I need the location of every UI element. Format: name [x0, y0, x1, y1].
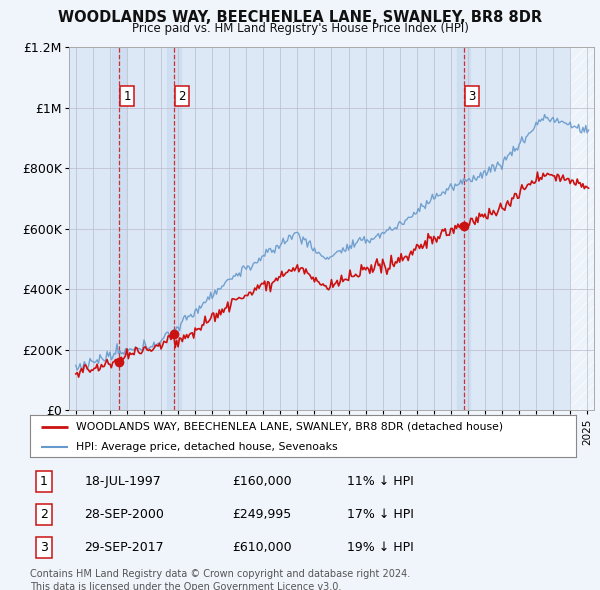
Text: This data is licensed under the Open Government Licence v3.0.: This data is licensed under the Open Gov…: [30, 582, 341, 590]
Text: WOODLANDS WAY, BEECHENLEA LANE, SWANLEY, BR8 8DR: WOODLANDS WAY, BEECHENLEA LANE, SWANLEY,…: [58, 10, 542, 25]
Text: 28-SEP-2000: 28-SEP-2000: [85, 508, 164, 521]
Text: £160,000: £160,000: [232, 475, 292, 488]
Text: HPI: Average price, detached house, Sevenoaks: HPI: Average price, detached house, Seve…: [76, 442, 338, 451]
Text: £610,000: £610,000: [232, 541, 292, 554]
Text: WOODLANDS WAY, BEECHENLEA LANE, SWANLEY, BR8 8DR (detached house): WOODLANDS WAY, BEECHENLEA LANE, SWANLEY,…: [76, 422, 503, 432]
Text: 1: 1: [40, 475, 47, 488]
Bar: [112, 47, 126, 410]
Text: 3: 3: [468, 90, 475, 103]
Text: Contains HM Land Registry data © Crown copyright and database right 2024.: Contains HM Land Registry data © Crown c…: [30, 569, 410, 579]
Text: Price paid vs. HM Land Registry's House Price Index (HPI): Price paid vs. HM Land Registry's House …: [131, 22, 469, 35]
Text: 11% ↓ HPI: 11% ↓ HPI: [347, 475, 413, 488]
Text: 18-JUL-1997: 18-JUL-1997: [85, 475, 161, 488]
Bar: [457, 47, 470, 410]
Bar: [167, 47, 181, 410]
Bar: [570, 47, 594, 410]
Text: 29-SEP-2017: 29-SEP-2017: [85, 541, 164, 554]
Text: 17% ↓ HPI: 17% ↓ HPI: [347, 508, 413, 521]
Text: 1: 1: [124, 90, 131, 103]
Text: £249,995: £249,995: [232, 508, 291, 521]
Text: 2: 2: [40, 508, 47, 521]
Text: 3: 3: [40, 541, 47, 554]
Text: 2: 2: [178, 90, 185, 103]
Text: 19% ↓ HPI: 19% ↓ HPI: [347, 541, 413, 554]
